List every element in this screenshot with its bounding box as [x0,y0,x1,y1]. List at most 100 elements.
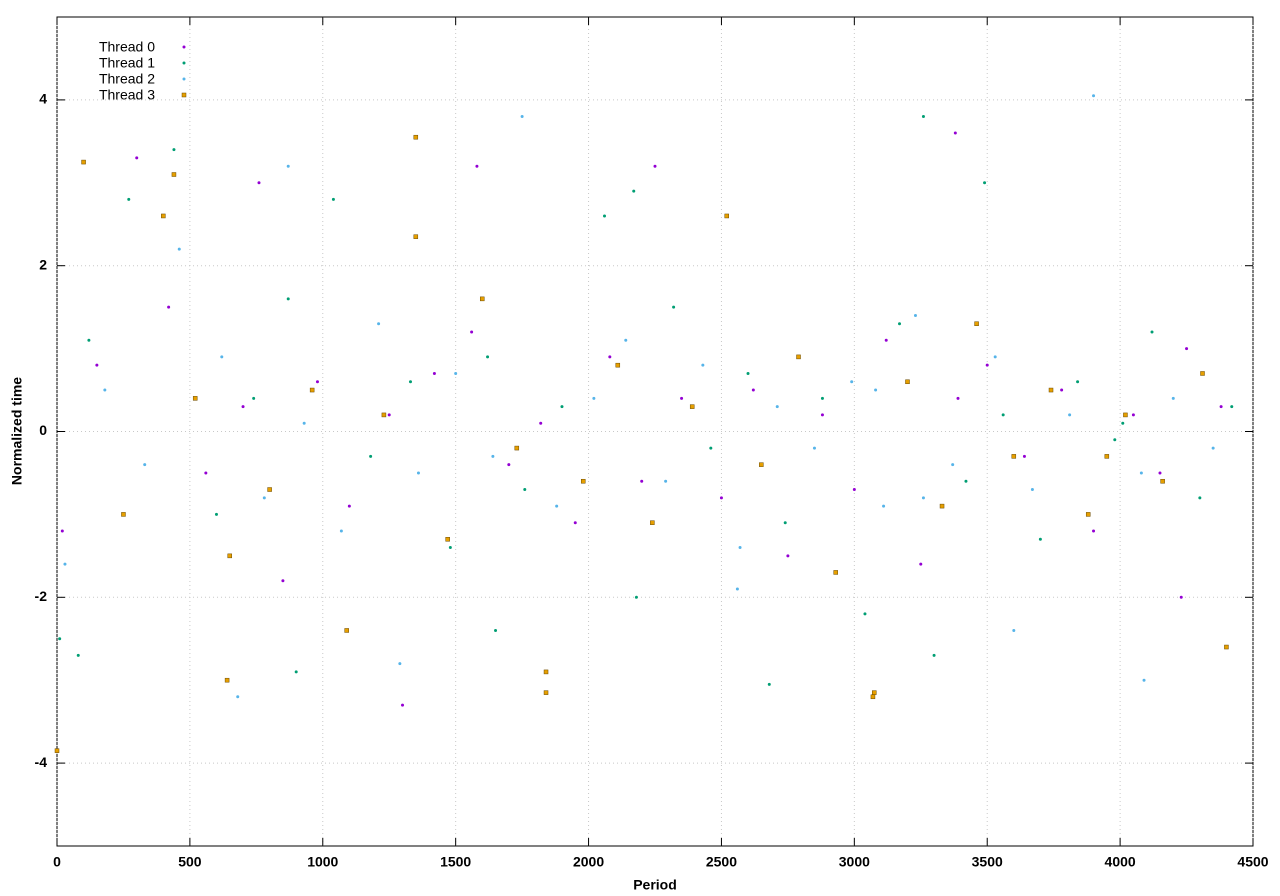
point [1076,380,1080,384]
point [103,388,107,392]
point [767,682,771,686]
point [956,396,960,400]
legend-marker [182,61,186,65]
point [177,247,181,251]
point [413,134,419,140]
point [650,520,655,525]
point [475,164,479,168]
point [401,703,405,707]
legend-label: Thread 0 [99,39,155,55]
point [1142,678,1146,682]
point [143,463,147,467]
point [1022,454,1026,458]
point [863,612,867,616]
point [870,694,876,700]
point [964,479,968,483]
point [286,164,290,168]
point [523,488,527,492]
point [167,305,171,309]
point [315,380,319,384]
point [820,413,824,417]
point [58,637,62,641]
point [820,396,824,400]
point [664,479,668,483]
point [1011,454,1017,459]
point [796,354,801,360]
legend-marker [182,77,186,81]
point [1068,413,1072,417]
point [172,148,176,152]
point [381,412,387,418]
point [486,355,490,359]
point [1224,644,1229,650]
point [775,405,779,409]
point [719,496,723,500]
point [1048,387,1054,393]
point [786,554,790,558]
point [339,529,343,533]
point [1219,405,1223,409]
point [543,690,549,695]
point [913,313,917,317]
point [514,445,520,451]
point [432,371,436,375]
point [448,546,452,550]
point [624,338,628,342]
point [1160,478,1165,484]
point [919,562,923,566]
point [872,690,877,695]
point [751,388,755,392]
point [121,512,126,517]
point [759,462,764,467]
point [214,512,218,516]
point [560,405,564,409]
point [171,172,177,177]
point [87,338,91,342]
point [491,454,495,458]
point [408,380,412,384]
legend-label: Thread 2 [99,71,155,87]
x-tick-label: 500 [178,854,202,870]
point [746,371,750,375]
point [470,330,474,334]
point [653,164,657,168]
point [1121,421,1125,425]
point [309,387,315,393]
point [413,234,419,239]
point [520,114,524,118]
point [603,214,607,218]
point [632,189,636,193]
point [1185,347,1189,351]
point [1211,446,1215,450]
point [1123,412,1128,418]
point [135,156,139,160]
point [54,748,60,753]
x-tick-label: 4500 [1237,854,1268,870]
point [204,471,208,475]
point [76,653,80,657]
x-tick-label: 3000 [839,854,870,870]
point [951,463,955,467]
point [1092,529,1096,533]
point [454,371,458,375]
point [257,181,261,185]
point [252,396,256,400]
point [1001,413,1005,417]
x-tick-label: 1000 [307,854,338,870]
point [220,355,224,359]
point [302,421,306,425]
point [1198,496,1202,500]
y-tick-label: -4 [35,754,48,770]
point [543,669,549,675]
point [852,488,856,492]
point [1230,405,1234,409]
point [1030,488,1034,492]
point [640,479,644,483]
point [1113,438,1117,442]
point [634,595,638,599]
point [993,355,997,359]
point [1092,94,1096,98]
point [812,446,816,450]
legend-label: Thread 3 [99,87,155,103]
point [921,496,925,500]
